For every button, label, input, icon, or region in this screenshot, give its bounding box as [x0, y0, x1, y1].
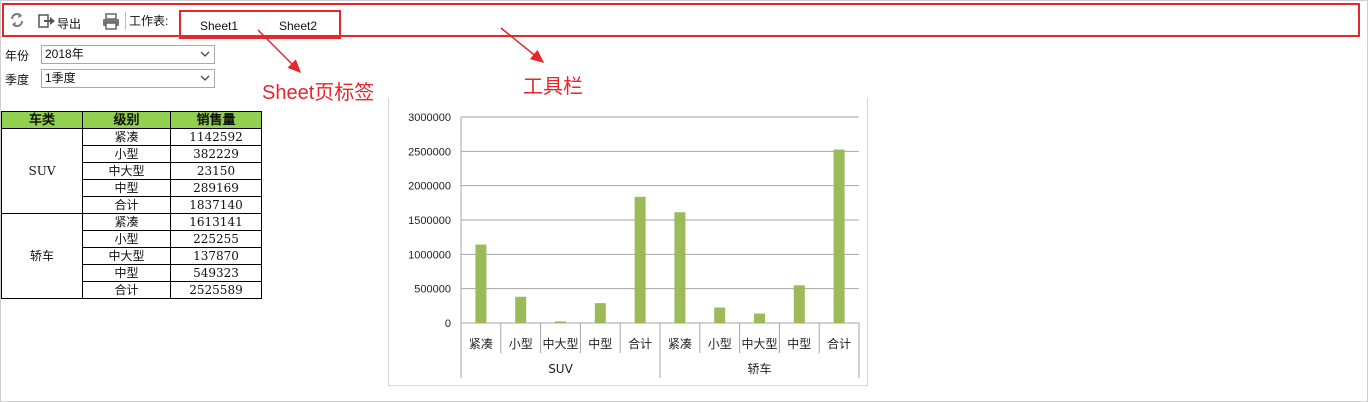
- sales-cell: 382229: [170, 145, 262, 163]
- x-tick-label: 小型: [708, 337, 732, 351]
- bar: [793, 285, 805, 323]
- x-tick-label: 中大型: [741, 336, 777, 351]
- bar: [555, 321, 566, 323]
- bar: [634, 196, 646, 323]
- quarter-label: 季度: [5, 73, 30, 87]
- group-label: SUV: [548, 362, 573, 376]
- level-cell: 中型: [82, 264, 171, 282]
- sheet-tab-annotation: Sheet页标签: [262, 82, 375, 104]
- table-row: 合计 2525589: [2, 281, 262, 299]
- sales-table: 车类 级别 销售量 SUV 紧凑 1142592 小型 382229 中大型 2…: [1, 111, 262, 299]
- worksheet-label: 工作表:: [129, 14, 169, 28]
- sales-bar-chart: 0 500000 1000000 1500000 2000000 2500000 30000…: [408, 112, 860, 378]
- y-tick-label: 1500000: [408, 215, 451, 227]
- x-tick-label: 中大型: [542, 336, 578, 351]
- sheet-tabs: Sheet1 Sheet2: [179, 10, 341, 39]
- bar: [674, 212, 686, 323]
- level-cell: 中型: [82, 179, 171, 197]
- x-tick-label: 紧凑: [469, 337, 493, 351]
- level-cell: 合计: [82, 281, 171, 299]
- bar: [833, 149, 845, 323]
- sales-cell: 549323: [170, 264, 262, 282]
- sales-cell: 23150: [170, 162, 262, 180]
- year-select[interactable]: 2018年: [41, 45, 215, 64]
- y-tick-label: 500000: [414, 284, 451, 296]
- x-tick-label: 中型: [787, 336, 811, 351]
- sales-cell: 1613141: [170, 213, 262, 231]
- toolbar-annotation-arrow: [500, 27, 545, 63]
- level-cell: 小型: [82, 145, 171, 163]
- level-cell: 小型: [82, 230, 171, 248]
- x-tick-label: 中型: [588, 336, 612, 351]
- sales-chart: 0 500000 1000000 1500000 2000000 2500000 30000…: [388, 98, 868, 386]
- sheet-annotation-arrow: [257, 29, 302, 74]
- level-cell: 合计: [82, 196, 171, 214]
- y-tick-label: 0: [445, 318, 451, 330]
- y-tick-label: 2000000: [408, 181, 451, 193]
- toolbar: 导出 工作表: Sheet1 Sheet2: [2, 3, 1360, 39]
- sales-cell: 289169: [170, 179, 262, 197]
- export-icon: [38, 13, 56, 34]
- sales-cell: 137870: [170, 247, 262, 265]
- chevron-down-icon: [200, 71, 210, 91]
- quarter-select[interactable]: 1季度: [41, 69, 215, 88]
- level-cell: 中大型: [82, 162, 171, 180]
- header-sales: 销售量: [170, 111, 262, 129]
- group-label: 轿车: [747, 361, 771, 376]
- refresh-icon[interactable]: [10, 12, 24, 33]
- level-cell: 紧凑: [82, 213, 171, 231]
- export-label: 导出: [57, 17, 82, 31]
- table-row: 中大型 23150: [2, 162, 262, 180]
- header-level: 级别: [82, 111, 171, 129]
- x-tick-label: 合计: [628, 336, 652, 351]
- quarter-value: 1季度: [45, 71, 76, 85]
- tab-sheet2[interactable]: Sheet2: [279, 19, 318, 33]
- year-label: 年份: [5, 49, 30, 63]
- bar: [475, 244, 487, 323]
- level-cell: 紧凑: [82, 128, 171, 146]
- year-value: 2018年: [45, 47, 84, 61]
- toolbar-annotation: 工具栏: [523, 76, 583, 98]
- bar: [594, 303, 606, 323]
- sales-cell: 225255: [170, 230, 262, 248]
- header-vehicle-type: 车类: [1, 111, 83, 129]
- table-row: 中型 289169: [2, 179, 262, 197]
- table-row: 合计 1837140: [2, 196, 262, 214]
- group-sedan: 轿车: [1, 213, 83, 299]
- x-tick-label: 合计: [827, 336, 851, 351]
- chevron-down-icon: [200, 47, 210, 67]
- toolbar-divider: [125, 12, 126, 30]
- y-tick-label: 3000000: [408, 112, 451, 124]
- sales-cell: 1142592: [170, 128, 262, 146]
- bar: [714, 307, 726, 323]
- tab-sheet1[interactable]: Sheet1: [200, 19, 239, 33]
- table-row: SUV 紧凑 1142592: [1, 128, 262, 214]
- bar: [754, 313, 765, 323]
- table-header-row: 车类 级别 销售量: [1, 111, 262, 129]
- x-tick-label: 小型: [509, 337, 533, 351]
- table-row: 轿车 紧凑 1613141: [1, 213, 262, 299]
- x-tick-label: 紧凑: [668, 337, 692, 351]
- y-tick-label: 1000000: [408, 249, 451, 261]
- table-row: 小型 382229: [2, 145, 262, 163]
- sales-cell: 1837140: [170, 196, 262, 214]
- group-suv: SUV: [1, 128, 83, 214]
- print-icon[interactable]: [102, 13, 120, 35]
- bar: [515, 296, 527, 323]
- y-tick-label: 2500000: [408, 146, 451, 158]
- level-cell: 中大型: [82, 247, 171, 265]
- sales-cell: 2525589: [170, 281, 262, 299]
